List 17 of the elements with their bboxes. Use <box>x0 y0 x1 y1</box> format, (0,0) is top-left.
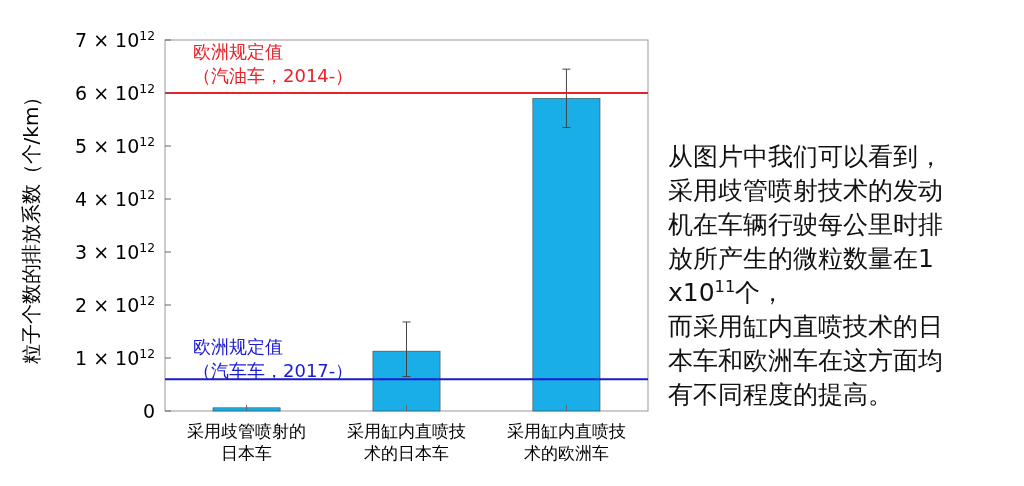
y-tick-label: 0 <box>142 399 155 422</box>
ref-line-label: 欧洲规定值（汽油车，2014-） <box>193 41 354 86</box>
y-tick-label: 2 × 10$^{12}$ <box>75 293 155 316</box>
x-tick-label: 采用缸内直喷技术的日本车 <box>347 421 466 463</box>
bar <box>212 407 281 412</box>
y-tick-label: 4 × 10$^{12}$ <box>75 187 155 210</box>
x-tick-label: 采用缸内直喷技术的欧洲车 <box>506 421 626 463</box>
y-tick-label: 6 × 10$^{12}$ <box>75 81 155 104</box>
y-tick-label: 5 × 10$^{12}$ <box>75 134 155 157</box>
bar <box>532 98 601 412</box>
x-tick-label: 采用歧管喷射的日本车 <box>187 421 307 463</box>
y-tick-label: 7 × 10$^{12}$ <box>75 28 155 51</box>
bar <box>372 350 441 412</box>
y-tick-label: 3 × 10$^{12}$ <box>75 240 155 263</box>
text: 从图片中我们可以看到，采用歧管喷射技术的发动机在车辆行驶每公里时排放所产生的微粒数量在1x10$^{11}$个，而采用缸内直喷技术的日本车和欧洲车在这方面均有不同程度的提高。 <box>668 142 943 409</box>
y-tick-label: 1 × 10$^{12}$ <box>75 346 155 369</box>
y-axis-title: 粒子个数的排放系数（个/km） <box>19 86 43 365</box>
